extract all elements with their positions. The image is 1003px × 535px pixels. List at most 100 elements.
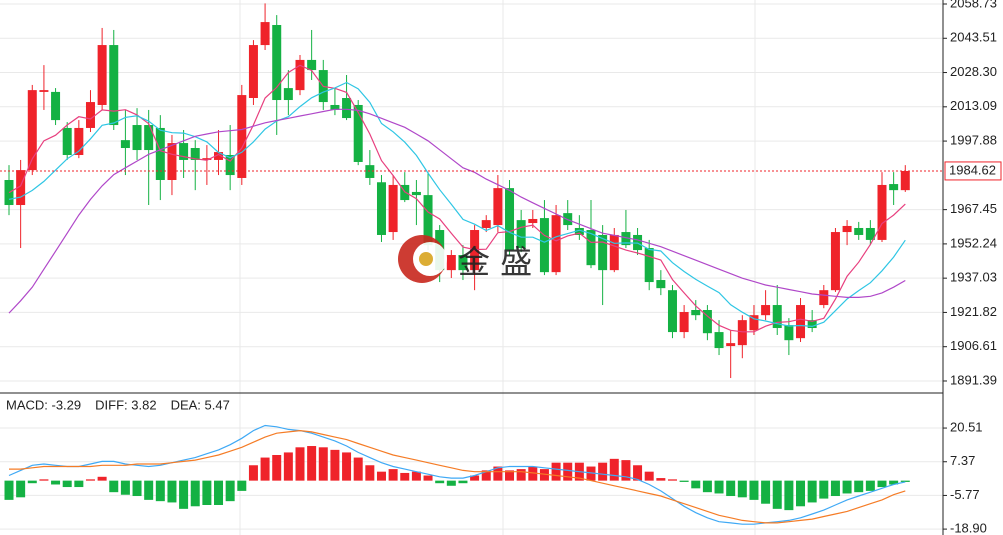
candle-body	[749, 315, 759, 331]
y-tick-label: 20.51	[950, 419, 983, 434]
macd-bar	[62, 480, 72, 488]
candle-body	[167, 143, 177, 181]
macd-bar	[528, 466, 538, 481]
macd-bar	[144, 480, 154, 500]
macd-bar	[120, 480, 130, 495]
macd-bar	[609, 458, 619, 481]
y-tick-label: -18.90	[950, 521, 987, 535]
macd-bar	[656, 478, 666, 481]
macd-bar	[237, 480, 247, 491]
candle-body	[353, 104, 363, 162]
macd-bar	[772, 480, 782, 509]
candle-body	[237, 95, 247, 178]
y-tick-label: 1937.03	[950, 270, 997, 285]
y-tick-label: 1997.88	[950, 133, 997, 148]
candle-body	[411, 191, 421, 196]
moving-average-line	[8, 64, 906, 333]
macd-bar	[784, 480, 794, 511]
macd-bar	[865, 480, 875, 491]
macd-bar	[714, 480, 724, 494]
macd-bar	[400, 472, 410, 481]
candle-body	[225, 154, 235, 176]
candle-body	[842, 225, 852, 233]
dea-line	[9, 429, 906, 524]
macd-bar	[435, 480, 445, 484]
y-tick-label: 1952.24	[950, 235, 997, 250]
macd-bar	[505, 470, 515, 481]
macd-bar	[446, 480, 456, 486]
y-tick-label: -5.77	[950, 487, 980, 502]
candle-body	[679, 312, 689, 333]
macd-bar	[388, 469, 398, 481]
macd-bar	[307, 446, 317, 481]
logo-dot	[419, 252, 433, 266]
macd-bar	[167, 480, 177, 503]
macd-bar	[225, 480, 235, 502]
macd-bar	[260, 457, 270, 481]
macd-bar	[667, 479, 677, 481]
macd-bar	[27, 480, 37, 484]
macd-bar	[74, 480, 84, 488]
macd-bar	[330, 449, 340, 481]
candle-body	[761, 305, 771, 316]
macd-bar	[493, 466, 503, 481]
candle-body	[376, 182, 386, 235]
y-tick-label: 1906.61	[950, 338, 997, 353]
candle-body	[830, 232, 840, 291]
candle-body	[155, 127, 165, 181]
candle-body	[819, 290, 829, 306]
macd-bar	[423, 475, 433, 481]
candle-body	[85, 102, 95, 128]
macd-bar	[132, 480, 142, 497]
macd-bar	[470, 475, 480, 481]
macd-bar	[283, 452, 293, 481]
candle-body	[16, 170, 26, 206]
macd-bar	[761, 480, 771, 504]
macd-bar	[214, 480, 224, 505]
candle-body	[539, 218, 549, 273]
candle-body	[516, 220, 526, 249]
macd-bar	[889, 480, 899, 485]
watermark: 金 盛	[398, 235, 532, 283]
macd-bar	[854, 480, 864, 493]
macd-bar	[155, 480, 165, 502]
candle-body	[365, 165, 375, 178]
macd-bar	[85, 479, 95, 481]
macd-bar	[481, 470, 491, 481]
macd-bar	[295, 447, 305, 481]
macd-bar	[842, 480, 852, 494]
macd-bar	[51, 480, 61, 485]
candle-body	[737, 320, 747, 346]
macd-bar	[737, 480, 747, 498]
y-tick-label: 2013.09	[950, 98, 997, 113]
macd-bar	[679, 480, 689, 482]
candle-body	[574, 227, 584, 235]
candle-body	[330, 104, 340, 110]
candle-body	[179, 143, 189, 160]
legend-entry: MACD: -3.29	[6, 397, 81, 412]
macd-bar	[796, 480, 806, 507]
macd-bar	[749, 480, 759, 500]
candle-body	[248, 45, 258, 98]
macd-bar	[318, 447, 328, 481]
candle-body	[586, 230, 596, 266]
macd-bar	[726, 480, 736, 497]
macd-bar	[376, 471, 386, 481]
y-tick-label: 2028.30	[950, 64, 997, 79]
macd-bar	[551, 462, 561, 481]
macd-bar	[458, 480, 468, 484]
candle-body	[772, 305, 782, 329]
macd-bar	[830, 480, 840, 497]
candle-body	[97, 45, 107, 105]
y-tick-label: 2058.73	[950, 0, 997, 10]
legend-entry: DEA: 5.47	[171, 397, 230, 412]
candle-body	[807, 320, 817, 329]
y-tick-label: 7.37	[950, 453, 975, 468]
candle-body	[109, 45, 119, 126]
candle-body	[621, 232, 631, 246]
macd-bar	[644, 471, 654, 481]
macd-bar	[179, 480, 189, 509]
last-price-box	[944, 161, 1002, 181]
macd-bar	[248, 465, 258, 481]
